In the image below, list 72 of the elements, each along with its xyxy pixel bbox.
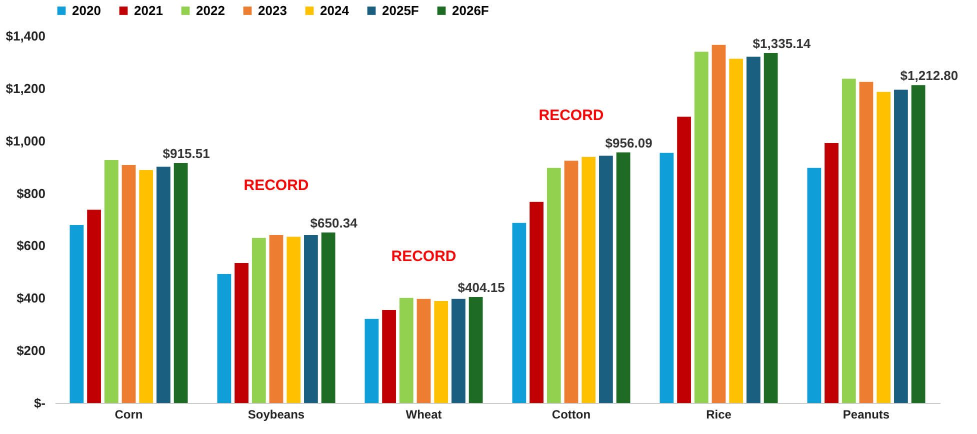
legend-label: 2022	[196, 2, 225, 18]
y-tick-label: $200	[16, 343, 46, 358]
bar	[616, 152, 630, 403]
bar	[321, 232, 336, 403]
y-tick-label: $1,400	[6, 28, 46, 44]
bar	[468, 297, 483, 403]
y-tick-label: $800	[16, 186, 46, 201]
bar	[269, 234, 284, 403]
bar	[416, 298, 431, 403]
y-tick-label: $400	[16, 290, 46, 306]
y-tick-label: $1,000	[6, 133, 46, 148]
bar	[859, 82, 874, 403]
y-tick-label: $-	[34, 396, 46, 410]
legend-label: 2020	[72, 2, 101, 18]
annotation: RECORD	[391, 248, 456, 265]
bar	[546, 168, 561, 403]
bar	[764, 53, 778, 403]
bar	[694, 52, 708, 403]
bar	[660, 152, 674, 403]
bar	[712, 44, 726, 403]
y-tick-label: $600	[16, 238, 46, 254]
bar	[530, 202, 544, 403]
x-tick-label: Soybeans	[248, 408, 305, 422]
data-label: $1,212.80	[900, 68, 958, 84]
bar	[382, 310, 396, 403]
legend-label: 2021	[134, 2, 163, 18]
x-tick-label: Cotton	[552, 408, 591, 422]
bar	[156, 166, 170, 403]
data-label: $650.34	[310, 216, 358, 231]
bar	[564, 160, 578, 403]
bar	[746, 56, 760, 403]
legend-label: 2026F	[452, 2, 489, 18]
bar	[87, 210, 101, 403]
bar	[364, 318, 379, 403]
bar	[399, 298, 414, 403]
bar	[876, 92, 891, 403]
annotation: RECORD	[538, 107, 604, 124]
bar	[70, 225, 84, 403]
legend-label: 2024	[320, 2, 350, 18]
data-label: $1,335.14	[752, 36, 812, 52]
bar	[824, 142, 838, 403]
bar	[174, 163, 188, 403]
bar	[104, 160, 118, 403]
bar	[286, 236, 301, 403]
legend-label: 2025F	[382, 2, 419, 18]
x-tick-label: Rice	[706, 408, 732, 422]
bar	[677, 116, 691, 403]
bar	[599, 156, 613, 403]
bar	[842, 78, 856, 403]
bar	[139, 170, 154, 403]
data-label: $404.15	[458, 280, 505, 296]
bar	[234, 263, 248, 403]
data-label: $915.51	[162, 146, 210, 162]
annotation: RECORD	[244, 177, 309, 194]
y-tick-label: $1,200	[6, 80, 46, 96]
bar	[122, 164, 136, 403]
bar	[217, 274, 232, 403]
data-label: $956.09	[605, 135, 652, 150]
bar	[452, 298, 466, 403]
bar	[512, 222, 526, 403]
bar	[434, 301, 448, 403]
bar	[807, 168, 822, 403]
bar	[582, 156, 596, 403]
bar	[911, 85, 926, 403]
bar	[304, 234, 318, 403]
x-tick-label: Wheat	[406, 408, 442, 422]
x-tick-label: Corn	[114, 408, 143, 422]
x-tick-label: Peanuts	[842, 408, 890, 422]
bar	[729, 58, 744, 403]
legend-label: 2023	[258, 2, 287, 18]
bar	[894, 90, 908, 403]
bar	[252, 238, 266, 403]
